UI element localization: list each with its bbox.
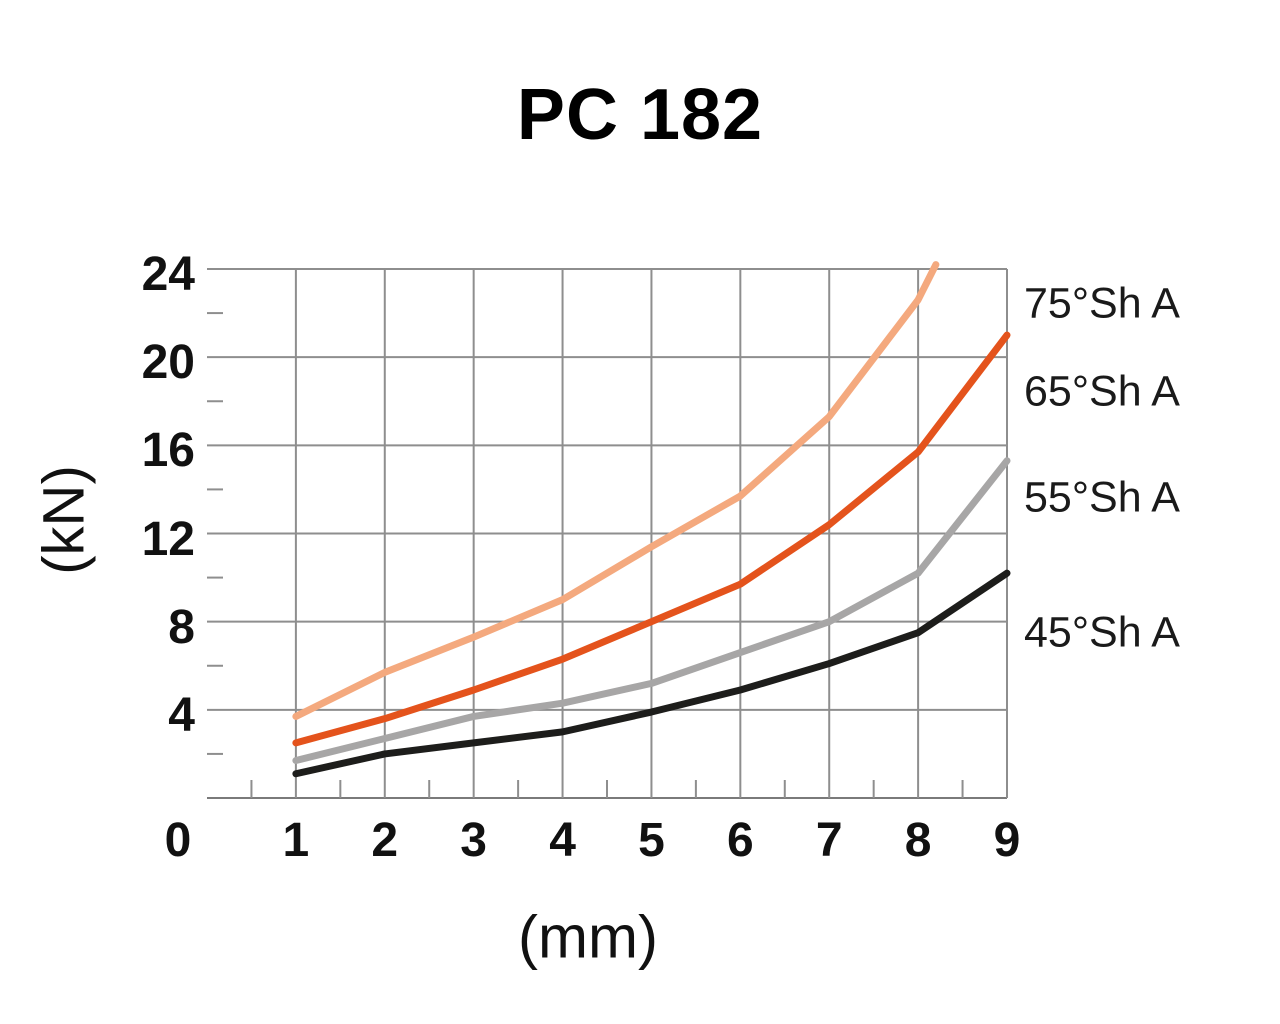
legend-label-75-sh-a: 75°Sh A [1024, 279, 1180, 328]
y-tick-label-16: 16 [141, 424, 195, 478]
x-tick-label-4: 4 [549, 814, 576, 867]
y-tick-label-24: 24 [141, 248, 195, 301]
x-axis-unit-label: (mm) [518, 903, 658, 971]
y-tick-label-20: 20 [141, 336, 195, 390]
series-line-65-sh-a [292, 331, 1011, 747]
x-tick-label-2: 2 [371, 814, 399, 867]
series-line-75-sh-a [292, 261, 940, 720]
x-tick-label-0: 0 [164, 814, 192, 867]
x-tick-label-1: 1 [282, 814, 310, 867]
grid [207, 268, 1008, 799]
series-line-55-sh-a [292, 457, 1011, 765]
x-tick-label-8: 8 [904, 814, 932, 867]
y-tick-label-8: 8 [168, 600, 195, 654]
chart-title: PC 182 [516, 75, 764, 155]
series-line-45-sh-a [292, 569, 1011, 778]
x-tick-label-3: 3 [460, 814, 488, 867]
y-tick-label-12: 12 [141, 512, 195, 566]
legend-label-55-sh-a: 55°Sh A [1024, 473, 1180, 522]
legend-label-45-sh-a: 45°Sh A [1024, 608, 1180, 657]
x-tick-label-5: 5 [638, 814, 665, 867]
x-tick-label-9: 9 [993, 814, 1021, 867]
y-tick-label-4: 4 [168, 688, 195, 742]
x-tick-label-7: 7 [815, 814, 843, 867]
legend-label-65-sh-a: 65°Sh A [1024, 367, 1180, 416]
x-tick-label-6: 6 [726, 814, 754, 867]
